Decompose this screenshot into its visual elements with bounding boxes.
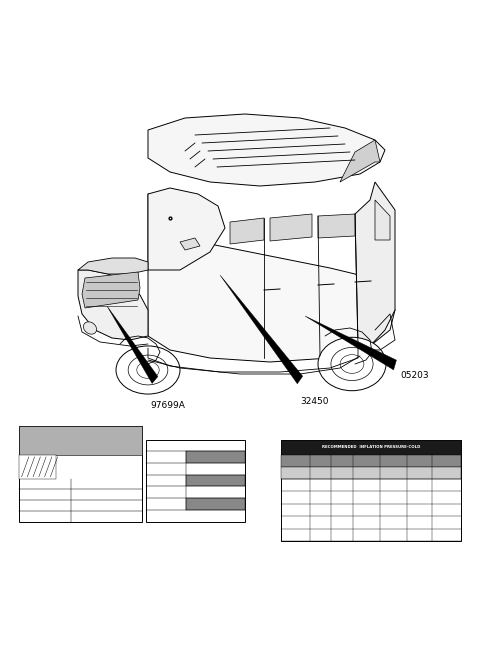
Bar [186,498,245,510]
Bar [281,440,461,455]
Polygon shape [230,218,264,244]
Polygon shape [270,214,312,241]
Bar [281,440,461,541]
Polygon shape [148,194,395,362]
Bar [186,451,245,463]
Polygon shape [180,238,200,250]
Polygon shape [148,188,225,270]
Polygon shape [82,272,140,308]
Bar [19,426,142,522]
Polygon shape [305,316,396,370]
Polygon shape [375,200,390,240]
Polygon shape [355,182,395,346]
Bar [19,455,56,479]
Bar [146,440,245,522]
Text: 05203: 05203 [401,371,429,380]
Ellipse shape [84,322,96,334]
Polygon shape [318,214,355,238]
Bar [186,475,245,486]
Ellipse shape [116,346,180,394]
Polygon shape [78,270,148,340]
Ellipse shape [318,337,386,391]
Polygon shape [220,275,303,384]
Bar [19,426,142,455]
Text: 32450: 32450 [301,398,329,407]
Bar [281,467,461,479]
Polygon shape [78,258,148,274]
Bar [281,455,461,467]
Text: 97699A: 97699A [151,401,185,411]
Polygon shape [107,306,158,384]
Text: RECOMMENDED  INFLATION PRESSURE-COLD: RECOMMENDED INFLATION PRESSURE-COLD [322,445,420,449]
Polygon shape [148,114,385,186]
Polygon shape [340,140,380,182]
